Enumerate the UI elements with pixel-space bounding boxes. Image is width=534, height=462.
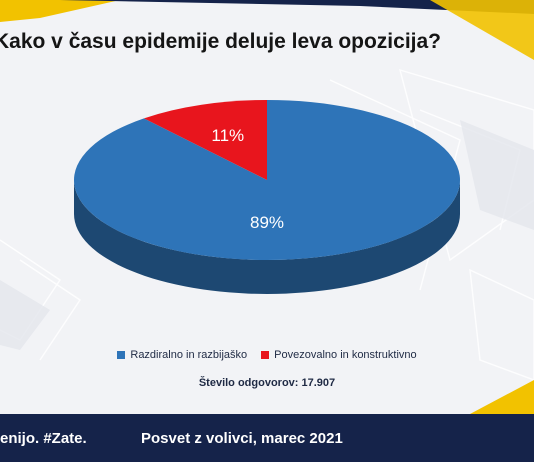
legend-item-1: Povezovalno in konstruktivno	[261, 349, 417, 361]
top-navy-band	[60, 0, 534, 14]
legend-swatch-0	[117, 351, 126, 359]
legend-label-1: Povezovalno in konstruktivno	[274, 349, 417, 361]
bottom-right-accent	[470, 380, 534, 414]
pie-slice-1	[143, 100, 267, 180]
footer-slogan: enijo. #Zate.	[0, 430, 87, 447]
data-label-1: 11%	[211, 126, 244, 145]
data-label-0: 89%	[250, 213, 284, 232]
chart-title: Kako v času epidemije deluje leva opozic…	[0, 30, 441, 53]
response-count: Število odgovorov: 17.907	[198, 377, 336, 389]
footer-event: Posvet z volivci, marec 2021	[141, 430, 343, 447]
legend-item-0: Razdiralno in razbijaško	[117, 349, 247, 361]
pie-slice-0	[74, 100, 461, 260]
legend-label-0: Razdiralno in razbijaško	[130, 349, 248, 361]
footer-bar: enijo. #Zate. Posvet z volivci, marec 20…	[0, 414, 534, 462]
chart-legend: Razdiralno in razbijaško Povezovalno in …	[0, 349, 534, 361]
top-right-accent	[430, 0, 534, 60]
top-left-accent	[0, 0, 120, 22]
legend-swatch-1	[261, 351, 270, 359]
pie-side-0	[74, 180, 460, 294]
